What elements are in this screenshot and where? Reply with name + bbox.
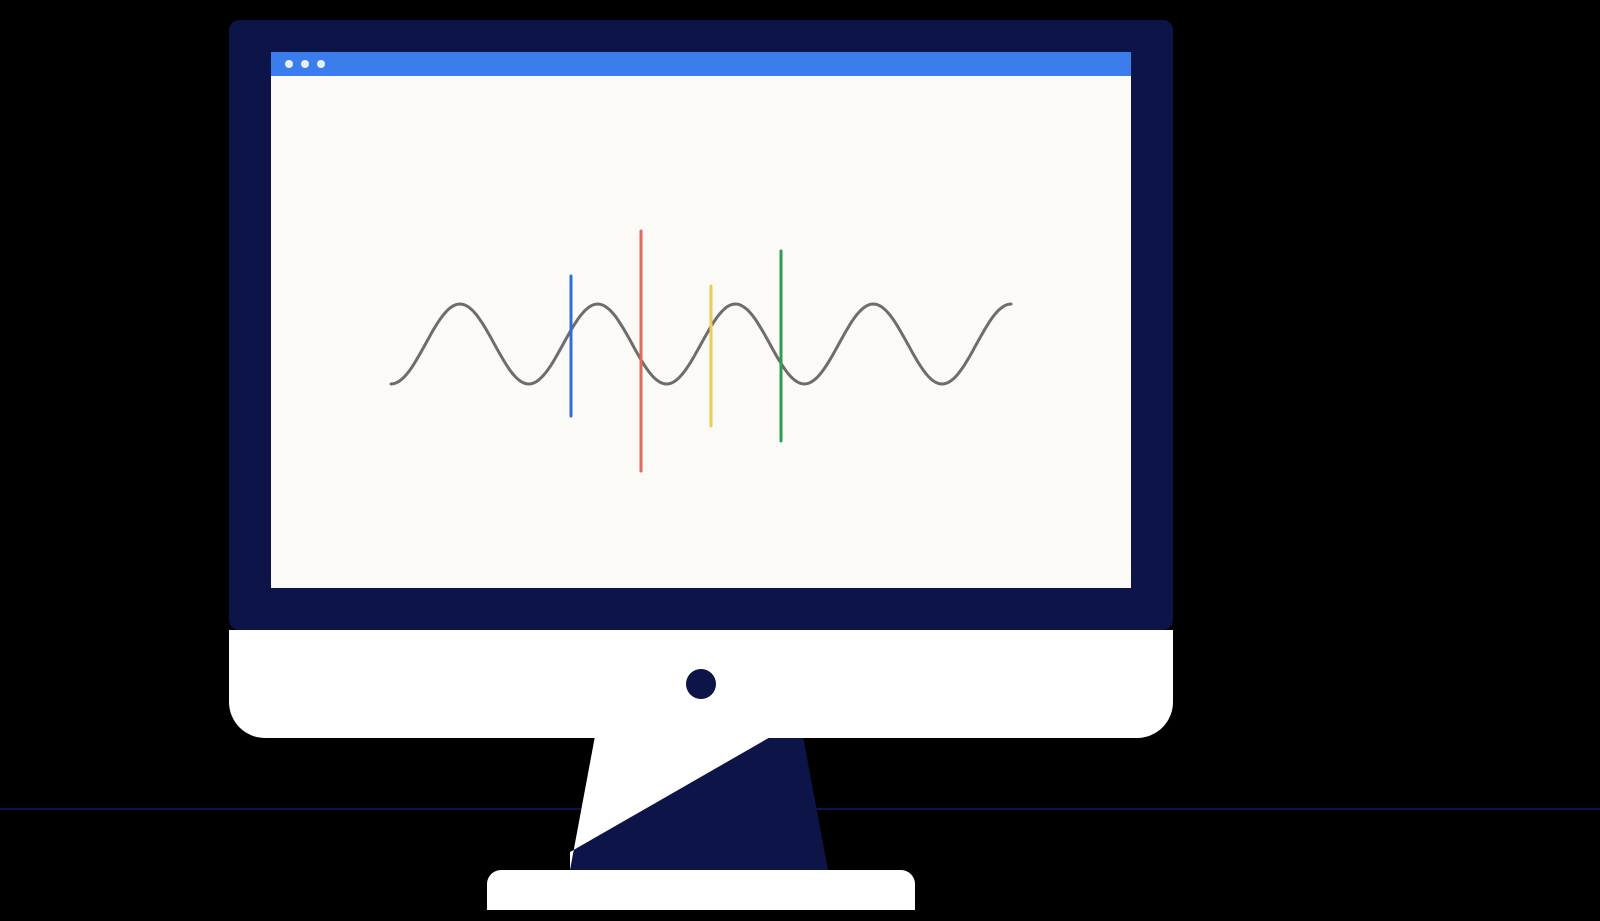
voice-waveform-icon	[271, 76, 1131, 588]
monitor-base	[487, 870, 915, 910]
camera-icon	[686, 669, 716, 699]
stage	[0, 0, 1600, 921]
browser-content	[271, 76, 1131, 588]
monitor-neck	[570, 720, 828, 870]
window-dot-icon	[285, 60, 293, 68]
monitor-bezel	[229, 20, 1173, 630]
monitor-chin	[229, 630, 1173, 738]
monitor	[229, 20, 1173, 738]
browser-titlebar	[271, 52, 1131, 76]
window-dot-icon	[317, 60, 325, 68]
window-dot-icon	[301, 60, 309, 68]
